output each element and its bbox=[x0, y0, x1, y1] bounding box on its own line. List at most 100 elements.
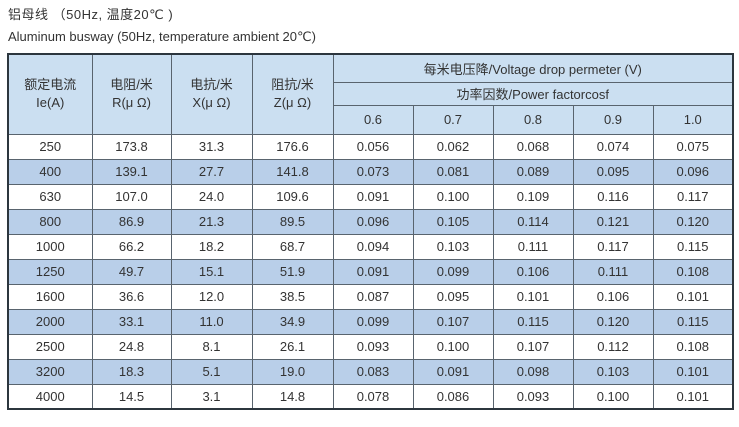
header-cos-row: 0.6 0.7 0.8 0.9 1.0 bbox=[8, 104, 734, 135]
cell: 0.068 bbox=[492, 133, 574, 160]
header-power-factor: 功率因数/Power factorcosf bbox=[332, 81, 734, 106]
header-cos-value: 1.0 bbox=[652, 104, 734, 135]
cell: 49.7 bbox=[91, 258, 172, 285]
cell: 0.116 bbox=[572, 183, 654, 210]
cell: 250 bbox=[7, 133, 93, 160]
table-row: 3200 18.3 5.1 19.0 0.083 0.091 0.098 0.103 0.101 bbox=[7, 358, 734, 385]
header-reactance-en: X(μ Ω) bbox=[192, 95, 231, 111]
header-impedance: 阻抗/米 Z(μ Ω) bbox=[251, 53, 334, 135]
cell: 107.0 bbox=[91, 183, 172, 210]
cell: 0.101 bbox=[652, 383, 734, 410]
cell: 4000 bbox=[7, 383, 93, 410]
cell: 38.5 bbox=[251, 283, 334, 310]
cell: 51.9 bbox=[251, 258, 334, 285]
cell: 89.5 bbox=[251, 208, 334, 235]
busway-data-table: 额定电流 Ie(A) 电阻/米 R(μ Ω) 电抗/米 X(μ Ω) 阻抗/米 … bbox=[7, 53, 735, 410]
cell: 31.3 bbox=[170, 133, 253, 160]
cell: 11.0 bbox=[170, 308, 253, 335]
cell: 0.074 bbox=[572, 133, 654, 160]
cell: 0.101 bbox=[652, 358, 734, 385]
header-rated-current-en: Ie(A) bbox=[36, 95, 65, 111]
header-cos-value: 0.9 bbox=[572, 104, 654, 135]
cell: 0.100 bbox=[572, 383, 654, 410]
cell: 0.111 bbox=[492, 233, 574, 260]
cell: 0.120 bbox=[572, 308, 654, 335]
header-resistance-zh: 电阻/米 bbox=[110, 77, 153, 93]
header-voltage-drop: 每米电压降/Voltage drop permeter (V) bbox=[332, 53, 734, 83]
header-cos-value: 0.7 bbox=[412, 104, 494, 135]
header-rated-current: 额定电流 Ie(A) bbox=[7, 53, 93, 135]
cell: 0.091 bbox=[332, 258, 414, 285]
cell: 173.8 bbox=[91, 133, 172, 160]
cell: 0.078 bbox=[332, 383, 414, 410]
cell: 19.0 bbox=[251, 358, 334, 385]
cell: 139.1 bbox=[91, 158, 172, 185]
header-resistance: 电阻/米 R(μ Ω) bbox=[91, 53, 172, 135]
cell: 0.091 bbox=[412, 358, 494, 385]
table-row: 400 139.1 27.7 141.8 0.073 0.081 0.089 0.095 0.0… bbox=[7, 158, 734, 185]
cell: 0.095 bbox=[412, 283, 494, 310]
cell: 0.096 bbox=[652, 158, 734, 185]
table-row: 800 86.9 21.3 89.5 0.096 0.105 0.114 0.121 0.120 bbox=[7, 208, 734, 235]
title-chinese: 铝母线 （50Hz, 温度20℃ ) bbox=[8, 7, 174, 22]
cell: 0.115 bbox=[492, 308, 574, 335]
cell: 34.9 bbox=[251, 308, 334, 335]
cell: 0.099 bbox=[412, 258, 494, 285]
cell: 0.101 bbox=[652, 283, 734, 310]
cell: 0.056 bbox=[332, 133, 414, 160]
cell: 0.091 bbox=[332, 183, 414, 210]
cell: 5.1 bbox=[170, 358, 253, 385]
cell: 0.107 bbox=[412, 308, 494, 335]
table-row: 1600 36.6 12.0 38.5 0.087 0.095 0.101 0.106 0.10… bbox=[7, 283, 734, 310]
cell: 0.094 bbox=[332, 233, 414, 260]
header-impedance-en: Z(μ Ω) bbox=[273, 95, 312, 111]
header-reactance: 电抗/米 X(μ Ω) bbox=[170, 53, 253, 135]
title-english: Aluminum busway (50Hz, temperature ambie… bbox=[8, 29, 316, 44]
cell: 0.100 bbox=[412, 333, 494, 360]
cell: 33.1 bbox=[91, 308, 172, 335]
cell: 141.8 bbox=[251, 158, 334, 185]
cell: 86.9 bbox=[91, 208, 172, 235]
cell: 0.093 bbox=[332, 333, 414, 360]
cell: 12.0 bbox=[170, 283, 253, 310]
cell: 1000 bbox=[7, 233, 93, 260]
cell: 0.121 bbox=[572, 208, 654, 235]
cell: 0.120 bbox=[652, 208, 734, 235]
cell: 1600 bbox=[7, 283, 93, 310]
header-resistance-en: R(μ Ω) bbox=[112, 95, 151, 111]
table-row: 4000 14.5 3.1 14.8 0.078 0.086 0.093 0.100 0.101 bbox=[7, 383, 734, 410]
cell: 0.117 bbox=[652, 183, 734, 210]
table-row: 2500 24.8 8.1 26.1 0.093 0.100 0.107 0.112 0.108 bbox=[7, 333, 734, 360]
cell: 3200 bbox=[7, 358, 93, 385]
page-header: 铝母线 （50Hz, 温度20℃ ) Aluminum busway (50Hz… bbox=[0, 0, 739, 46]
cell: 24.0 bbox=[170, 183, 253, 210]
cell: 0.075 bbox=[652, 133, 734, 160]
cell: 0.117 bbox=[572, 233, 654, 260]
cell: 0.087 bbox=[332, 283, 414, 310]
table-row: 630 107.0 24.0 109.6 0.091 0.100 0.109 0.116 0.1… bbox=[7, 183, 734, 210]
cell: 400 bbox=[7, 158, 93, 185]
table-row: 2000 33.1 11.0 34.9 0.099 0.107 0.115 0.120 0.11… bbox=[7, 308, 734, 335]
header-cos-value: 0.8 bbox=[492, 104, 574, 135]
cell: 0.108 bbox=[652, 258, 734, 285]
cell: 800 bbox=[7, 208, 93, 235]
cell: 0.115 bbox=[652, 233, 734, 260]
cell: 0.073 bbox=[332, 158, 414, 185]
cell: 0.086 bbox=[412, 383, 494, 410]
cell: 0.089 bbox=[492, 158, 574, 185]
cell: 0.083 bbox=[332, 358, 414, 385]
cell: 0.112 bbox=[572, 333, 654, 360]
cell: 15.1 bbox=[170, 258, 253, 285]
table-row: 1250 49.7 15.1 51.9 0.091 0.099 0.106 0.111 0.10… bbox=[7, 258, 734, 285]
cell: 0.115 bbox=[652, 308, 734, 335]
cell: 26.1 bbox=[251, 333, 334, 360]
cell: 2000 bbox=[7, 308, 93, 335]
cell: 2500 bbox=[7, 333, 93, 360]
cell: 0.099 bbox=[332, 308, 414, 335]
cell: 18.2 bbox=[170, 233, 253, 260]
cell: 27.7 bbox=[170, 158, 253, 185]
cell: 0.107 bbox=[492, 333, 574, 360]
cell: 0.105 bbox=[412, 208, 494, 235]
cell: 0.103 bbox=[412, 233, 494, 260]
cell: 109.6 bbox=[251, 183, 334, 210]
